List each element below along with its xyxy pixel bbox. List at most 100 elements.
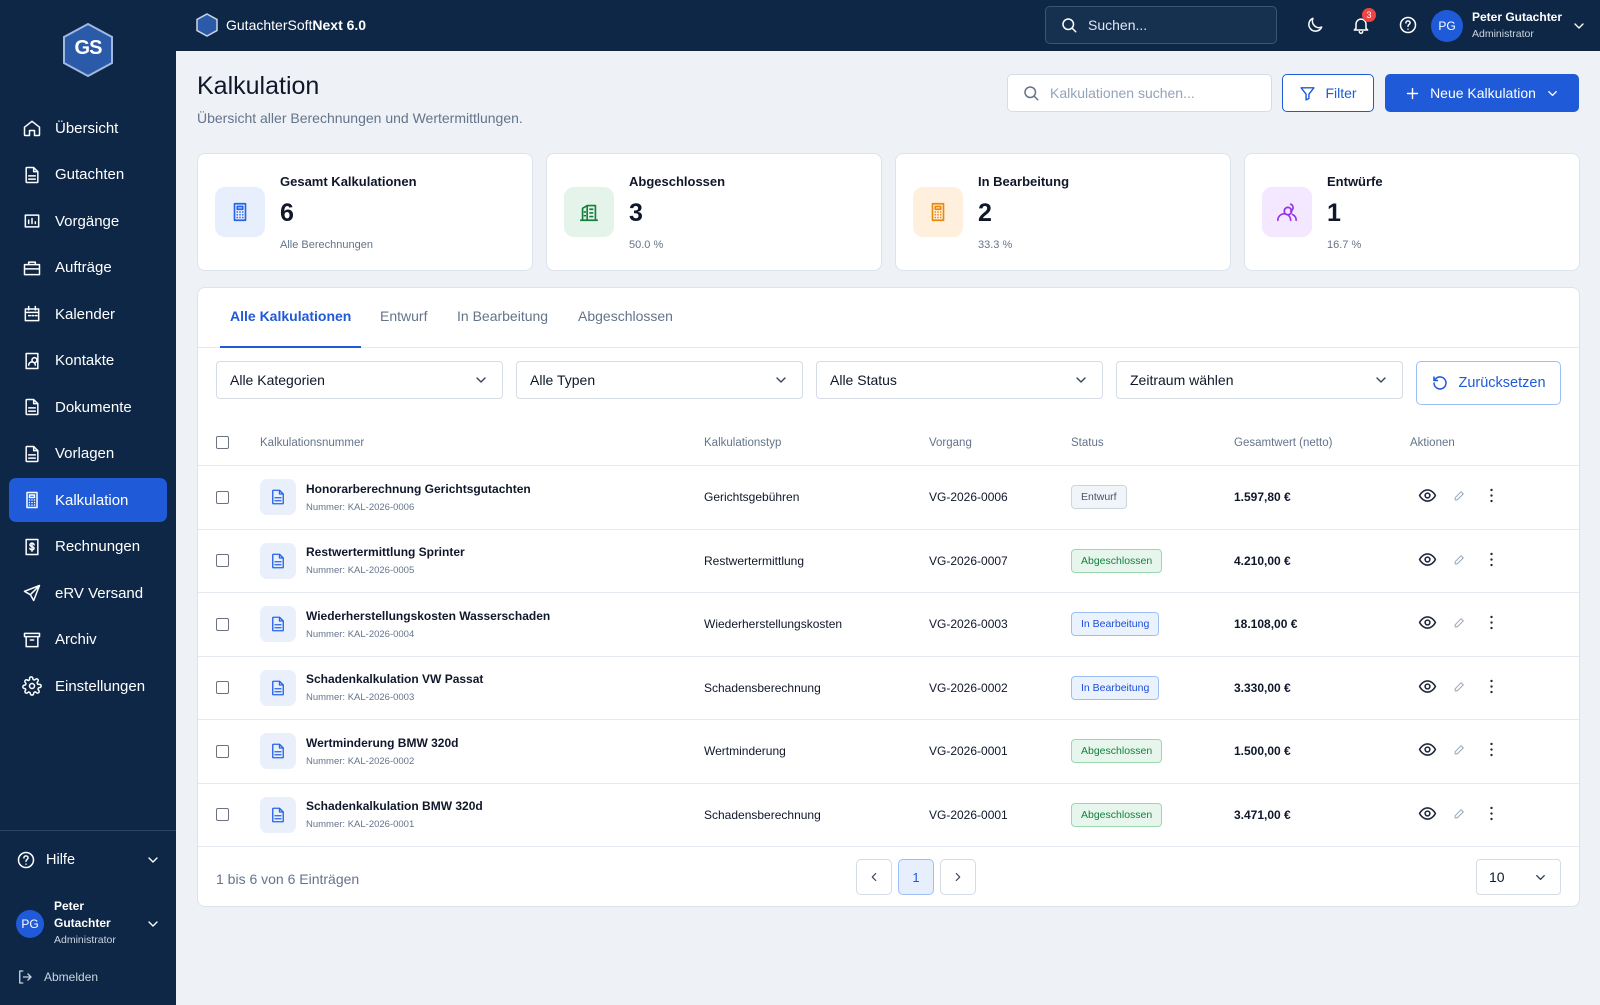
- filter-select[interactable]: Alle Typen: [516, 361, 803, 399]
- prev-page[interactable]: [856, 859, 892, 895]
- doc-icon: [260, 606, 296, 643]
- icon: [272, 680, 284, 696]
- nav-item[interactable]: Kalender: [9, 292, 167, 336]
- edit-button[interactable]: [1453, 680, 1466, 696]
- stat-label: Abgeschlossen: [629, 174, 726, 189]
- icon: [233, 202, 247, 222]
- nav-item[interactable]: Rechnungen: [9, 525, 167, 569]
- edit-button[interactable]: [1453, 743, 1466, 759]
- icon: [1418, 489, 1437, 503]
- nav-item[interactable]: Kalkulation: [9, 478, 167, 522]
- filter-select[interactable]: Alle Status: [816, 361, 1103, 399]
- icon: [1418, 616, 1437, 630]
- tab[interactable]: Entwurf: [380, 308, 428, 324]
- more-button[interactable]: [1482, 550, 1501, 572]
- theme-toggle[interactable]: [1305, 15, 1325, 35]
- view-button[interactable]: [1418, 804, 1437, 826]
- nav-item[interactable]: eRV Versand: [9, 571, 167, 615]
- icon: [23, 260, 41, 275]
- status-badge: Entwurf: [1071, 485, 1127, 510]
- checkbox[interactable]: [216, 808, 229, 822]
- column-header: Vorgang: [929, 436, 972, 449]
- column-header: Gesamtwert (netto): [1234, 436, 1333, 449]
- icon: [272, 743, 284, 759]
- table-row: Honorarberechnung Gerichtsgutachten Numme…: [198, 466, 1579, 530]
- column-header: Kalkulationsnummer: [260, 436, 365, 449]
- user-menu[interactable]: PG Peter Gutachter Administrator: [1431, 9, 1587, 43]
- nav-item[interactable]: Aufträge: [9, 246, 167, 290]
- page-search[interactable]: Kalkulationen suchen...: [1007, 74, 1272, 112]
- view-button[interactable]: [1418, 486, 1437, 508]
- edit-button[interactable]: [1453, 553, 1466, 569]
- user-name: Peter Gutachter: [54, 899, 111, 930]
- more-button[interactable]: [1482, 740, 1501, 762]
- checkbox[interactable]: [216, 744, 229, 758]
- checkbox[interactable]: [216, 554, 229, 568]
- view-button[interactable]: [1418, 677, 1437, 699]
- sidebar-user[interactable]: PG Peter Gutachter Administrator: [16, 898, 161, 949]
- icon: [24, 305, 40, 322]
- pagination: 1: [856, 859, 976, 895]
- page-title: Kalkulation: [197, 72, 320, 100]
- new-label: Neue Kalkulation: [1430, 85, 1536, 101]
- filter-button[interactable]: Filter: [1282, 74, 1374, 112]
- more-button[interactable]: [1482, 677, 1501, 699]
- name-text: Schadenkalkulation VW Passat Nummer: KAL-…: [306, 672, 483, 703]
- stat-card: Abgeschlossen 3 50.0 %: [546, 153, 882, 271]
- more-button[interactable]: [1482, 804, 1501, 826]
- help[interactable]: Hilfe: [16, 850, 161, 870]
- global-search[interactable]: Suchen...: [1045, 6, 1277, 44]
- help-button[interactable]: [1398, 15, 1418, 35]
- logout-label: Abmelden: [44, 970, 99, 984]
- tab[interactable]: Abgeschlossen: [578, 308, 673, 324]
- checkbox[interactable]: [216, 436, 229, 449]
- per-page-select[interactable]: 10: [1476, 859, 1561, 895]
- filter-select[interactable]: Zeitraum wählen: [1116, 361, 1403, 399]
- checkbox[interactable]: [216, 617, 229, 631]
- reset-button[interactable]: Zurücksetzen: [1416, 361, 1561, 405]
- row-number: Nummer: KAL-2026-0006: [306, 501, 415, 513]
- tab[interactable]: In Bearbeitung: [457, 308, 549, 324]
- more-button[interactable]: [1482, 613, 1501, 635]
- nav-item[interactable]: Übersicht: [9, 106, 167, 150]
- actions: [1410, 550, 1579, 572]
- brand-name-version: Next 6.0: [312, 17, 367, 33]
- icon: [19, 970, 32, 984]
- view-button[interactable]: [1418, 740, 1437, 762]
- nav-item[interactable]: Kontakte: [9, 339, 167, 383]
- table-row: Schadenkalkulation VW Passat Nummer: KAL-…: [198, 657, 1579, 720]
- status-cell: In Bearbeitung: [1071, 612, 1234, 637]
- doc-icon: [260, 733, 296, 770]
- new-button[interactable]: Neue Kalkulation: [1385, 74, 1579, 112]
- logout[interactable]: Abmelden: [16, 968, 98, 986]
- name-cell: Wertminderung BMW 320d Nummer: KAL-2026-0…: [260, 733, 704, 770]
- tab[interactable]: Alle Kalkulationen: [220, 308, 362, 348]
- user-name: Peter Gutachter: [1472, 10, 1563, 24]
- next-page[interactable]: [940, 859, 976, 895]
- icon: [1418, 552, 1437, 566]
- nav-label: Archiv: [55, 631, 97, 648]
- row-total: 4.210,00 €: [1234, 553, 1291, 568]
- pagination-info: 1 bis 6 von 6 Einträgen: [216, 871, 360, 887]
- nav-item[interactable]: Einstellungen: [9, 664, 167, 708]
- nav-item[interactable]: Archiv: [9, 618, 167, 662]
- icon: [25, 445, 39, 462]
- edit-button[interactable]: [1453, 489, 1466, 505]
- nav-item[interactable]: Vorlagen: [9, 432, 167, 476]
- current-page[interactable]: 1: [898, 859, 934, 895]
- icon: [272, 807, 284, 823]
- checkbox[interactable]: [216, 681, 229, 695]
- nav-item[interactable]: Vorgänge: [9, 199, 167, 243]
- logo: GS: [62, 22, 114, 78]
- filter-select[interactable]: Alle Kategorien: [216, 361, 503, 399]
- icon: [22, 676, 42, 696]
- view-button[interactable]: [1418, 550, 1437, 572]
- edit-button[interactable]: [1453, 807, 1466, 823]
- more-button[interactable]: [1482, 486, 1501, 508]
- view-button[interactable]: [1418, 613, 1437, 635]
- checkbox[interactable]: [216, 490, 229, 504]
- nav-item[interactable]: Gutachten: [9, 153, 167, 197]
- edit-button[interactable]: [1453, 616, 1466, 632]
- nav-item[interactable]: Dokumente: [9, 385, 167, 429]
